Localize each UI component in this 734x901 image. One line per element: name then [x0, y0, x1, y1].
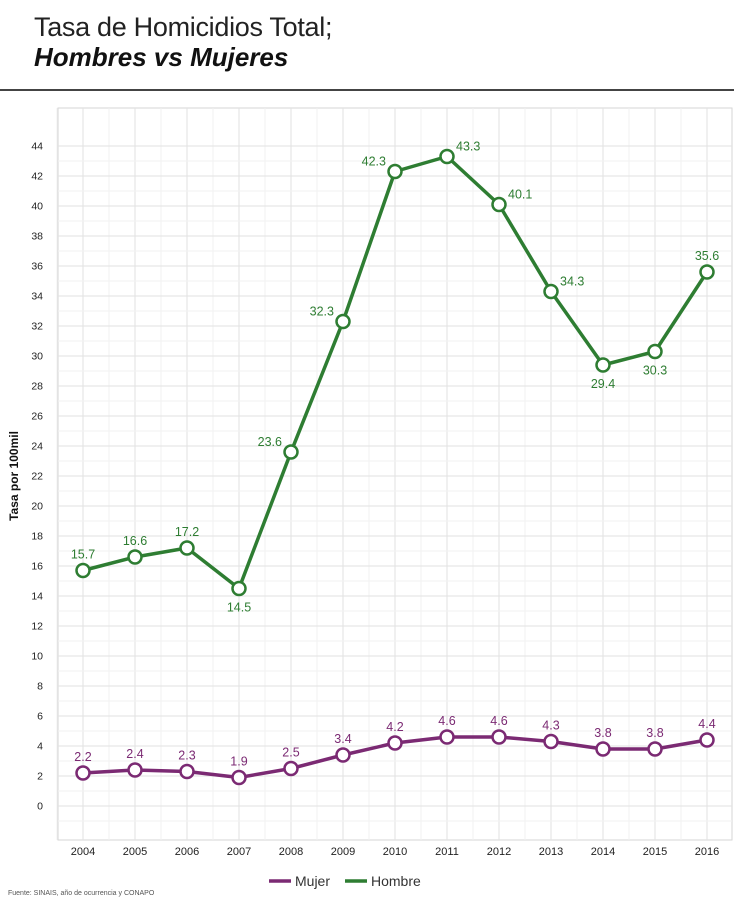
y-tick-label: 14	[31, 591, 43, 603]
data-point-hombre	[699, 264, 715, 280]
x-tick-label: 2013	[539, 846, 563, 858]
x-tick-label: 2010	[383, 846, 407, 858]
data-label-hombre: 40.1	[508, 188, 532, 202]
data-label-hombre: 34.3	[560, 275, 584, 289]
title-line-1: Tasa de Homicidios Total;	[34, 12, 333, 42]
data-point-hombre	[283, 444, 299, 460]
x-tick-label: 2016	[695, 846, 719, 858]
y-tick-label: 34	[31, 291, 43, 303]
data-label-mujer: 3.4	[334, 732, 351, 746]
data-label-hombre: 16.6	[123, 534, 147, 548]
data-point-hombre	[595, 357, 611, 373]
x-tick-label: 2015	[643, 846, 667, 858]
data-label-mujer: 3.8	[646, 726, 663, 740]
y-tick-label: 18	[31, 531, 43, 543]
x-tick-label: 2005	[123, 846, 147, 858]
title-line-2: Hombres vs Mujeres	[34, 42, 289, 72]
data-point-hombre	[179, 540, 195, 556]
x-tick-label: 2006	[175, 846, 199, 858]
data-point-mujer	[699, 732, 715, 748]
y-tick-label: 38	[31, 231, 43, 243]
data-label-mujer: 4.2	[386, 720, 403, 734]
data-point-mujer	[647, 741, 663, 757]
x-tick-label: 2004	[71, 846, 95, 858]
data-label-hombre: 17.2	[175, 525, 199, 539]
line-chart: 0246810121416182022242628303234363840424…	[7, 107, 733, 889]
y-tick-label: 4	[37, 741, 43, 753]
x-tick-label: 2011	[435, 846, 459, 858]
data-point-hombre	[543, 283, 559, 300]
data-label-hombre: 14.5	[227, 601, 251, 615]
y-tick-label: 12	[31, 621, 43, 633]
y-tick-label: 26	[31, 411, 43, 423]
data-point-mujer	[127, 762, 143, 778]
x-tick-label: 2007	[227, 846, 251, 858]
y-tick-label: 32	[31, 321, 43, 333]
data-point-hombre	[491, 196, 507, 213]
y-axis-label: Tasa por 100mil	[7, 431, 21, 521]
data-label-hombre: 23.6	[258, 435, 282, 449]
legend-label-mujer: Mujer	[295, 873, 330, 889]
x-tick-label: 2014	[591, 846, 615, 858]
data-label-mujer: 2.5	[282, 746, 299, 760]
x-tick-label: 2012	[487, 846, 511, 858]
data-label-hombre: 15.7	[71, 548, 95, 562]
data-label-mujer: 2.4	[126, 747, 143, 761]
data-label-mujer: 4.6	[438, 714, 455, 728]
y-tick-label: 28	[31, 381, 43, 393]
data-label-mujer: 3.8	[594, 726, 611, 740]
legend-label-hombre: Hombre	[371, 873, 421, 889]
data-point-mujer	[283, 760, 299, 777]
x-tick-label: 2008	[279, 846, 303, 858]
y-tick-label: 10	[31, 651, 43, 663]
data-point-hombre	[335, 313, 351, 330]
y-tick-label: 22	[31, 471, 43, 483]
data-point-mujer	[439, 729, 455, 745]
data-label-hombre: 32.3	[310, 305, 334, 319]
y-tick-label: 2	[37, 771, 43, 783]
data-label-mujer: 4.3	[542, 719, 559, 733]
data-point-hombre	[75, 562, 91, 579]
data-point-mujer	[231, 769, 247, 786]
y-tick-label: 8	[37, 681, 43, 693]
data-point-mujer	[543, 733, 559, 750]
data-point-mujer	[179, 763, 195, 780]
data-point-mujer	[491, 729, 507, 745]
data-point-mujer	[595, 741, 611, 757]
title-divider	[0, 89, 734, 91]
y-tick-label: 30	[31, 351, 43, 363]
data-point-hombre	[647, 343, 663, 360]
data-point-hombre	[127, 549, 143, 565]
data-point-mujer	[387, 735, 403, 751]
data-label-hombre: 29.4	[591, 377, 615, 391]
y-tick-label: 6	[37, 711, 43, 723]
data-label-mujer: 4.6	[490, 714, 507, 728]
y-tick-label: 36	[31, 261, 43, 273]
y-tick-label: 16	[31, 561, 43, 573]
y-tick-label: 42	[31, 171, 43, 183]
data-point-mujer	[75, 765, 91, 781]
y-tick-label: 0	[37, 801, 43, 813]
data-label-mujer: 4.4	[698, 717, 715, 731]
data-point-hombre	[231, 580, 247, 597]
data-label-hombre: 42.3	[362, 155, 386, 169]
data-label-mujer: 2.3	[178, 749, 195, 763]
y-tick-label: 24	[31, 441, 43, 453]
chart-title: Tasa de Homicidios Total; Hombres vs Muj…	[34, 12, 332, 72]
data-point-hombre	[387, 163, 403, 180]
y-tick-label: 44	[31, 141, 43, 153]
source-note: Fuente: SINAIS, año de ocurrencia y CONA…	[8, 890, 155, 897]
data-point-hombre	[439, 148, 455, 165]
data-label-hombre: 30.3	[643, 364, 667, 378]
data-label-mujer: 2.2	[74, 750, 91, 764]
data-label-mujer: 1.9	[230, 755, 247, 769]
data-label-hombre: 43.3	[456, 140, 480, 154]
y-tick-label: 20	[31, 501, 43, 513]
x-tick-label: 2009	[331, 846, 355, 858]
y-tick-label: 40	[31, 201, 43, 213]
data-point-mujer	[335, 747, 351, 763]
data-label-hombre: 35.6	[695, 249, 719, 263]
